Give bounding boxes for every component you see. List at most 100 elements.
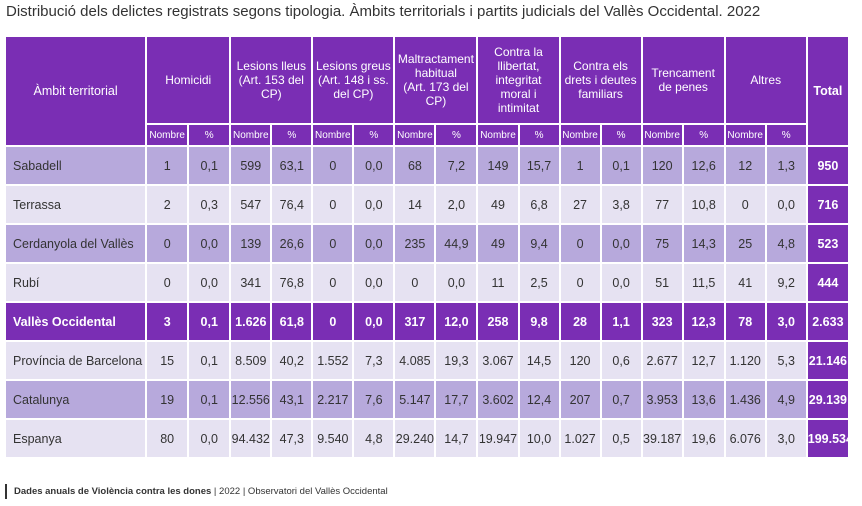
count-cell: 258 xyxy=(476,301,520,342)
pct-cell: 12,0 xyxy=(434,301,479,342)
count-cell: 341 xyxy=(229,262,273,303)
pct-cell: 0,0 xyxy=(187,262,232,303)
pct-cell: 0,0 xyxy=(352,184,396,225)
count-cell: 0 xyxy=(393,262,437,303)
table-row: Espanya 80 0,0 94.432 47,3 9.540 4,8 29.240 14,7… xyxy=(3,418,851,459)
crime-table: Àmbit territorial Homicidi Lesions lleus… xyxy=(3,35,851,459)
territory-header: Àmbit territorial xyxy=(3,35,148,147)
count-cell: 68 xyxy=(393,145,437,186)
count-subheader: Nombre xyxy=(723,123,767,147)
pct-cell: 4,8 xyxy=(352,418,396,459)
count-cell: 11 xyxy=(476,262,520,303)
total-cell: 199.534 xyxy=(805,418,851,459)
count-cell: 15 xyxy=(145,340,190,381)
count-cell: 94.432 xyxy=(229,418,273,459)
pct-cell: 0,0 xyxy=(187,223,232,264)
territory-name: Espanya xyxy=(3,418,148,459)
table-row: Rubí 0 0,0 341 76,8 0 0,0 0 0,0 11 2,5 0 0,0 51 11,5 41… xyxy=(3,262,851,303)
category-header: Homicidi xyxy=(145,35,232,125)
pct-subheader: % xyxy=(517,123,561,147)
count-cell: 0 xyxy=(558,223,602,264)
total-cell: 21.146 xyxy=(805,340,851,381)
pct-cell: 19,6 xyxy=(681,418,726,459)
table-row: Província de Barcelona 15 0,1 8.509 40,2 1.55… xyxy=(3,340,851,381)
pct-cell: 0,1 xyxy=(187,301,232,342)
territory-name: Cerdanyola del Vallès xyxy=(3,223,148,264)
pct-cell: 0,0 xyxy=(599,262,643,303)
table-row: Vallès Occidental 3 0,1 1.626 61,8 0 0,0 317 12,… xyxy=(3,301,851,342)
pct-cell: 10,8 xyxy=(681,184,726,225)
count-cell: 1.552 xyxy=(311,340,355,381)
table-row: Sabadell 1 0,1 599 63,1 0 0,0 68 7,2 149 15,7 1 0,1 1… xyxy=(3,145,851,186)
count-cell: 51 xyxy=(640,262,684,303)
count-cell: 139 xyxy=(229,223,273,264)
pct-cell: 26,6 xyxy=(270,223,314,264)
territory-name: Terrassa xyxy=(3,184,148,225)
pct-cell: 0,7 xyxy=(599,379,643,420)
count-cell: 120 xyxy=(640,145,684,186)
count-cell: 0 xyxy=(145,223,190,264)
total-cell: 950 xyxy=(805,145,851,186)
count-cell: 120 xyxy=(558,340,602,381)
count-cell: 12 xyxy=(723,145,767,186)
count-cell: 12.556 xyxy=(229,379,273,420)
count-cell: 3.953 xyxy=(640,379,684,420)
count-cell: 19.947 xyxy=(476,418,520,459)
territory-name: Catalunya xyxy=(3,379,148,420)
pct-cell: 76,8 xyxy=(270,262,314,303)
total-cell: 444 xyxy=(805,262,851,303)
pct-cell: 1,3 xyxy=(764,145,808,186)
pct-cell: 76,4 xyxy=(270,184,314,225)
pct-cell: 2,0 xyxy=(434,184,479,225)
pct-cell: 12,6 xyxy=(681,145,726,186)
pct-cell: 3,0 xyxy=(764,418,808,459)
count-cell: 19 xyxy=(145,379,190,420)
pct-subheader: % xyxy=(270,123,314,147)
total-cell: 2.633 xyxy=(805,301,851,342)
count-cell: 0 xyxy=(723,184,767,225)
count-cell: 0 xyxy=(311,184,355,225)
total-header: Total xyxy=(805,35,851,147)
count-subheader: Nombre xyxy=(145,123,190,147)
count-cell: 4.085 xyxy=(393,340,437,381)
count-cell: 75 xyxy=(640,223,684,264)
count-cell: 1.027 xyxy=(558,418,602,459)
pct-cell: 14,3 xyxy=(681,223,726,264)
pct-cell: 10,0 xyxy=(517,418,561,459)
pct-cell: 15,7 xyxy=(517,145,561,186)
count-cell: 1.120 xyxy=(723,340,767,381)
pct-cell: 17,7 xyxy=(434,379,479,420)
pct-subheader: % xyxy=(187,123,232,147)
table-body: Sabadell 1 0,1 599 63,1 0 0,0 68 7,2 149 15,7 1 0,1 1… xyxy=(3,145,851,459)
pct-cell: 7,2 xyxy=(434,145,479,186)
pct-cell: 7,3 xyxy=(352,340,396,381)
count-cell: 29.240 xyxy=(393,418,437,459)
count-cell: 0 xyxy=(558,262,602,303)
territory-name: Sabadell xyxy=(3,145,148,186)
pct-cell: 6,8 xyxy=(517,184,561,225)
pct-cell: 1,1 xyxy=(599,301,643,342)
pct-cell: 0,0 xyxy=(187,418,232,459)
source-footer: Dades anuals de Violència contra les don… xyxy=(5,484,388,499)
category-header: Lesions lleus (Art. 153 del CP) xyxy=(229,35,314,125)
count-cell: 6.076 xyxy=(723,418,767,459)
total-cell: 29.139 xyxy=(805,379,851,420)
category-header: Trencament de penes xyxy=(640,35,726,125)
pct-subheader: % xyxy=(352,123,396,147)
pct-cell: 61,8 xyxy=(270,301,314,342)
category-header: Maltractament habitual (Art. 173 del CP) xyxy=(393,35,479,125)
count-cell: 27 xyxy=(558,184,602,225)
pct-cell: 9,8 xyxy=(517,301,561,342)
count-cell: 78 xyxy=(723,301,767,342)
pct-cell: 3,0 xyxy=(764,301,808,342)
count-cell: 0 xyxy=(311,301,355,342)
count-cell: 323 xyxy=(640,301,684,342)
count-cell: 77 xyxy=(640,184,684,225)
pct-cell: 12,4 xyxy=(517,379,561,420)
count-cell: 8.509 xyxy=(229,340,273,381)
pct-subheader: % xyxy=(764,123,808,147)
count-cell: 3.067 xyxy=(476,340,520,381)
count-cell: 1.436 xyxy=(723,379,767,420)
count-cell: 9.540 xyxy=(311,418,355,459)
source-name: Dades anuals de Violència contra les don… xyxy=(14,486,212,497)
